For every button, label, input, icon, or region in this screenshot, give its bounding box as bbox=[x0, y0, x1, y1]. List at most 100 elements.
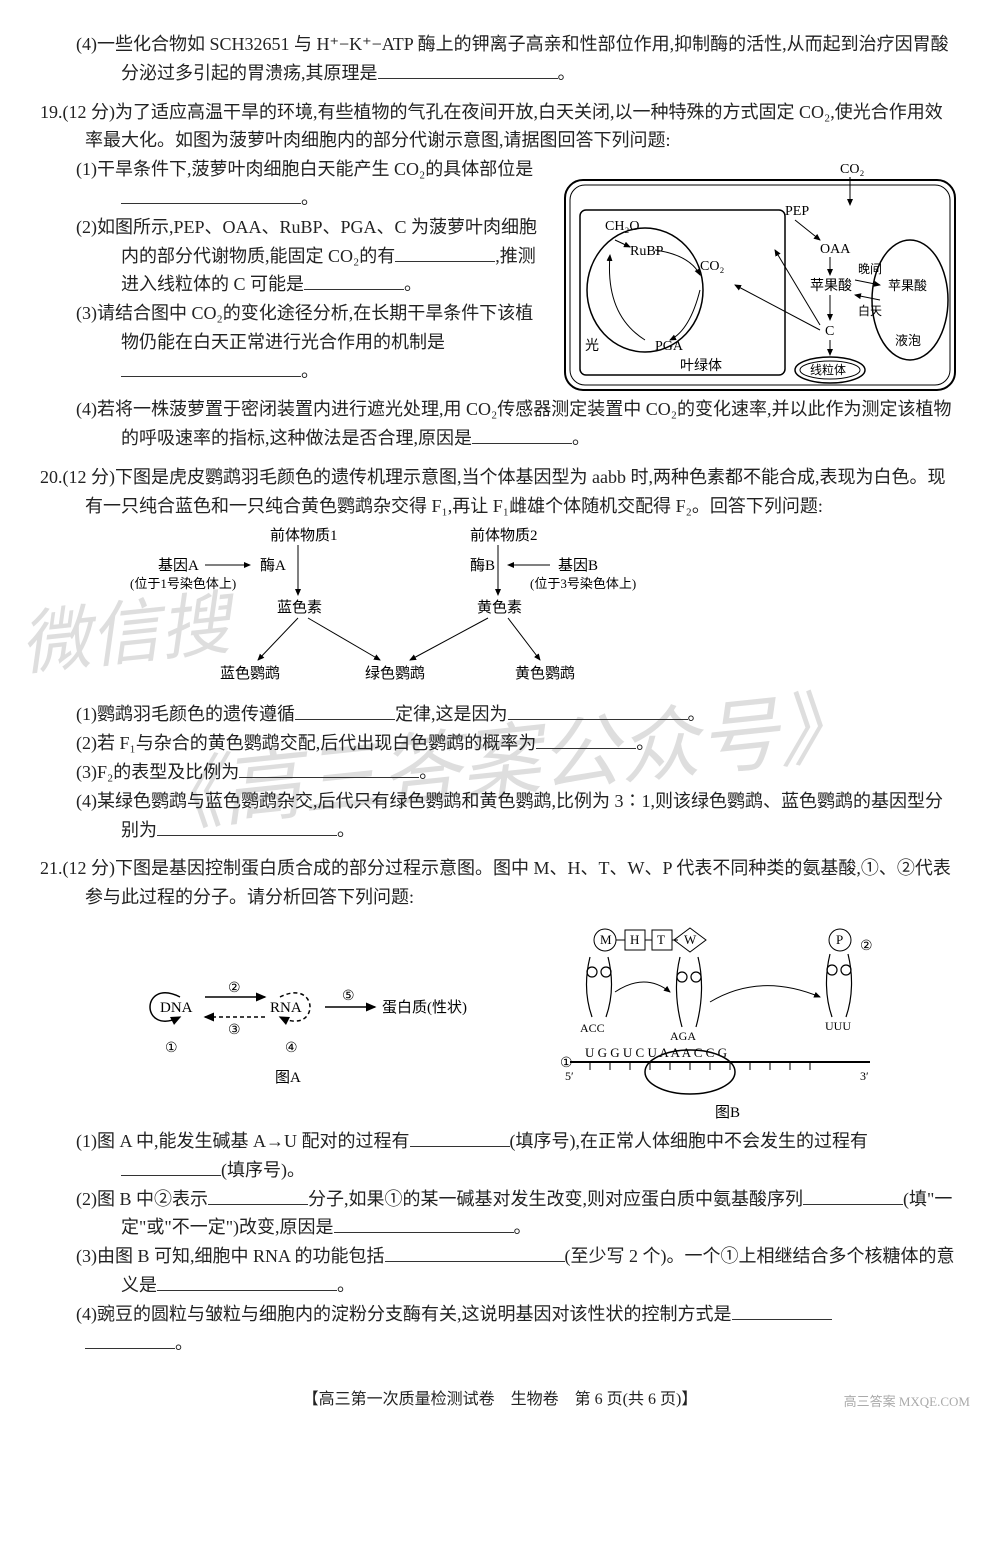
svg-text:晚间: 晚间 bbox=[858, 262, 882, 276]
q20-4-tail: 。 bbox=[337, 820, 355, 840]
blank bbox=[472, 425, 572, 444]
svg-text:③: ③ bbox=[228, 1023, 241, 1038]
blank bbox=[85, 1330, 175, 1349]
blank bbox=[536, 730, 636, 749]
svg-text:苹果酸: 苹果酸 bbox=[888, 278, 927, 293]
q20-2: (2)若 F₁与杂合的黄色鹦鹉交配,后代出现白色鹦鹉的概率为 。 bbox=[40, 729, 960, 758]
q21-1a: (1)图 A 中,能发生碱基 A→U 配对的过程有 bbox=[76, 1131, 410, 1151]
q19-1-tail: 。 bbox=[301, 188, 319, 208]
svg-text:酶B: 酶B bbox=[470, 557, 495, 574]
svg-text:②: ② bbox=[860, 939, 873, 954]
svg-text:UUU: UUU bbox=[825, 1019, 851, 1033]
blank bbox=[378, 60, 558, 79]
svg-text:蛋白质(性状): 蛋白质(性状) bbox=[382, 999, 467, 1016]
blank bbox=[304, 271, 404, 290]
svg-text:苹果酸: 苹果酸 bbox=[810, 278, 852, 294]
q21-3: (3)由图 B 可知,细胞中 RNA 的功能包括(至少写 2 个)。一个①上相继… bbox=[40, 1242, 960, 1300]
q20-1-tail: 。 bbox=[688, 704, 706, 724]
svg-text:P: P bbox=[836, 932, 843, 947]
q19-intro: 19.(12 分)为了适应高温干旱的环境,有些植物的气孔在夜间开放,白天关闭,以… bbox=[40, 98, 960, 156]
q21-1c: (填序号)。 bbox=[221, 1160, 305, 1180]
blank bbox=[295, 701, 395, 720]
svg-text:蓝色鹦鹉: 蓝色鹦鹉 bbox=[220, 665, 280, 682]
svg-text:OAA: OAA bbox=[820, 242, 851, 257]
q19-4-tail: 。 bbox=[572, 428, 590, 448]
svg-text:PEP: PEP bbox=[785, 204, 809, 219]
svg-text:叶绿体: 叶绿体 bbox=[680, 358, 722, 374]
q18-4-tail: 。 bbox=[558, 63, 576, 83]
q19-figure: CH₂O RuBP PGA CO₂ 光 叶绿体 CO₂ PEP OAA 苹果酸 bbox=[560, 155, 960, 395]
q20-2-tail: 。 bbox=[636, 733, 654, 753]
svg-text:基因B: 基因B bbox=[558, 557, 598, 574]
q21-4: (4)豌豆的圆粒与皱粒与细胞内的淀粉分支酶有关,这说明基因对该性状的控制方式是 bbox=[40, 1300, 960, 1329]
q20-2-text: (2)若 F₁与杂合的黄色鹦鹉交配,后代出现白色鹦鹉的概率为 bbox=[76, 733, 536, 753]
svg-text:(位于1号染色体上): (位于1号染色体上) bbox=[130, 576, 236, 591]
q21-4-text: (4)豌豆的圆粒与皱粒与细胞内的淀粉分支酶有关,这说明基因对该性状的控制方式是 bbox=[76, 1304, 732, 1324]
q21-intro: 21.(12 分)下图是基因控制蛋白质合成的部分过程示意图。图中 M、H、T、W… bbox=[40, 854, 960, 912]
blank bbox=[121, 1157, 221, 1176]
svg-text:白天: 白天 bbox=[858, 303, 882, 318]
q21-figA: DNA ① ② ③ RNA ④ ⑤ 蛋白质(性状) 图A bbox=[110, 922, 470, 1092]
q21-3a: (3)由图 B 可知,细胞中 RNA 的功能包括 bbox=[76, 1246, 385, 1266]
blank bbox=[385, 1243, 565, 1262]
q21-2a: (2)图 B 中②表示 bbox=[76, 1189, 208, 1209]
blank bbox=[157, 1272, 337, 1291]
q21-2: (2)图 B 中②表示分子,如果①的某一碱基对发生改变,则对应蛋白质中氨基酸序列… bbox=[40, 1185, 960, 1243]
svg-text:5′: 5′ bbox=[565, 1069, 574, 1083]
svg-text:CO₂: CO₂ bbox=[840, 162, 864, 177]
q21-1b: (填序号),在正常人体细胞中不会发生的过程有 bbox=[510, 1131, 869, 1151]
q19-4: (4)若将一株菠萝置于密闭装置内进行遮光处理,用 CO₂传感器测定装置中 CO₂… bbox=[40, 395, 960, 453]
blank bbox=[508, 701, 688, 720]
svg-text:RuBP: RuBP bbox=[630, 244, 664, 259]
q19-2-tail: 。 bbox=[404, 274, 422, 294]
q20-3-tail: 。 bbox=[419, 762, 437, 782]
svg-text:②: ② bbox=[228, 981, 241, 996]
q20-intro: 20.(12 分)下图是虎皮鹦鹉羽毛颜色的遗传机理示意图,当个体基因型为 aab… bbox=[40, 463, 960, 521]
svg-text:酶A: 酶A bbox=[260, 557, 286, 574]
svg-text:PGA: PGA bbox=[655, 339, 684, 354]
q21-2-tail: 。 bbox=[514, 1217, 532, 1237]
blank bbox=[239, 759, 419, 778]
page-footer: 【高三第一次质量检测试卷 生物卷 第 6 页(共 6 页)】 bbox=[40, 1387, 960, 1413]
q20-3: (3)F₂的表型及比例为。 bbox=[40, 758, 960, 787]
svg-text:黄色素: 黄色素 bbox=[477, 599, 522, 616]
q19-1: (1)干旱条件下,菠萝叶肉细胞白天能产生 CO₂的具体部位是。 bbox=[40, 155, 550, 213]
svg-text:(位于3号染色体上): (位于3号染色体上) bbox=[530, 576, 636, 591]
svg-text:前体物质1: 前体物质1 bbox=[270, 527, 338, 544]
q20-4: (4)某绿色鹦鹉与蓝色鹦鹉杂交,后代只有绿色鹦鹉和黄色鹦鹉,比例为 3∶1,则该… bbox=[40, 787, 960, 845]
q19-2: (2)如图所示,PEP、OAA、RuBP、PGA、C 为菠萝叶肉细胞内的部分代谢… bbox=[40, 213, 550, 299]
svg-text:CO₂: CO₂ bbox=[700, 259, 724, 274]
blank bbox=[208, 1186, 308, 1205]
svg-text:前体物质2: 前体物质2 bbox=[470, 527, 538, 544]
svg-text:液泡: 液泡 bbox=[895, 333, 921, 348]
svg-text:RNA: RNA bbox=[270, 1000, 302, 1016]
svg-text:⑤: ⑤ bbox=[342, 989, 355, 1004]
q20-1b: 定律,这是因为 bbox=[395, 704, 508, 724]
svg-text:AGA: AGA bbox=[670, 1029, 696, 1043]
q20-1a: (1)鹦鹉羽毛颜色的遗传遵循 bbox=[76, 704, 295, 724]
q20-1: (1)鹦鹉羽毛颜色的遗传遵循 定律,这是因为 。 bbox=[40, 700, 960, 729]
blank bbox=[157, 817, 337, 836]
svg-text:DNA: DNA bbox=[160, 1000, 193, 1016]
q21-figB: M H T W P ② bbox=[530, 922, 930, 1122]
svg-text:ACC: ACC bbox=[580, 1021, 605, 1035]
svg-text:W: W bbox=[684, 932, 697, 947]
q19-3-tail: 。 bbox=[301, 361, 319, 381]
blank bbox=[803, 1186, 903, 1205]
svg-text:M: M bbox=[600, 932, 612, 947]
svg-text:蓝色素: 蓝色素 bbox=[277, 599, 322, 616]
svg-text:C: C bbox=[825, 324, 834, 339]
q18-4: (4)一些化合物如 SCH32651 与 H⁺−K⁺−ATP 酶上的钾离子高亲和… bbox=[40, 30, 960, 88]
blank bbox=[334, 1214, 514, 1233]
svg-text:图B: 图B bbox=[715, 1104, 740, 1121]
svg-text:线粒体: 线粒体 bbox=[810, 362, 846, 377]
svg-text:T: T bbox=[657, 932, 665, 947]
q19-3-text: (3)请结合图中 CO₂的变化途径分析,在长期干旱条件下该植物仍能在白天正常进行… bbox=[76, 303, 533, 352]
svg-text:黄色鹦鹉: 黄色鹦鹉 bbox=[515, 665, 575, 682]
blank bbox=[410, 1128, 510, 1147]
svg-text:光: 光 bbox=[585, 338, 599, 354]
q20-figure: 前体物质1 前体物质2 基因A 酶A (位于1号染色体上) 蓝色素 酶B 基因B… bbox=[40, 520, 960, 700]
blank bbox=[121, 185, 301, 204]
q21-1: (1)图 A 中,能发生碱基 A→U 配对的过程有 (填序号),在正常人体细胞中不… bbox=[40, 1127, 960, 1185]
svg-text:绿色鹦鹉: 绿色鹦鹉 bbox=[365, 665, 425, 682]
